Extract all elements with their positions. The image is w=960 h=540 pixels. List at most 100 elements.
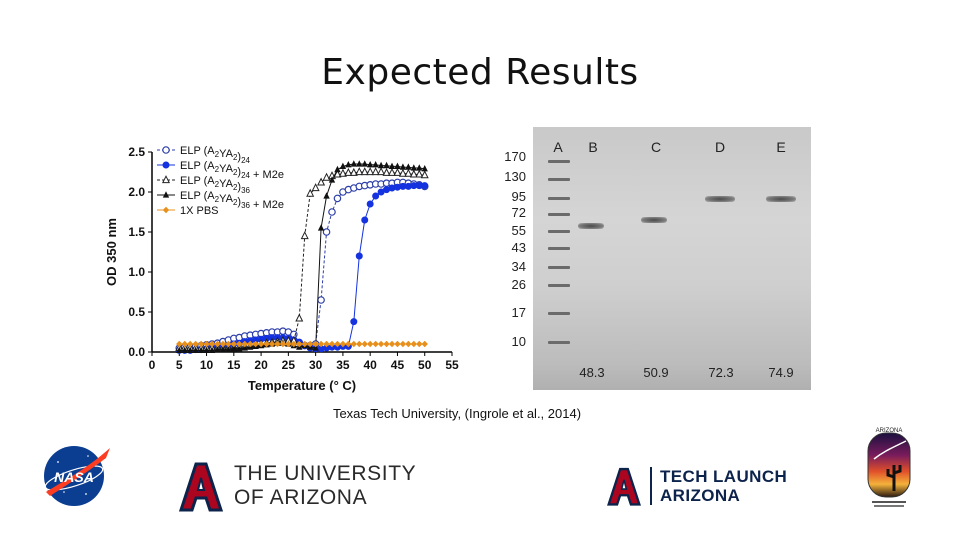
data-point-series-2 <box>333 169 342 178</box>
data-point-series-2 <box>398 168 407 177</box>
data-point-series-4 <box>176 340 183 348</box>
x-tick-label: 30 <box>309 358 323 372</box>
data-point-series-0 <box>328 208 336 216</box>
ua-wordmark: THE UNIVERSITY OF ARIZONA <box>234 462 416 510</box>
data-point-series-3 <box>328 176 336 183</box>
x-tick-label: 15 <box>227 358 241 372</box>
data-point-series-2 <box>295 313 304 322</box>
ua-line-2: OF ARIZONA <box>234 486 368 509</box>
data-point-series-3 <box>181 346 188 353</box>
ladder-band <box>548 247 570 250</box>
data-point-series-3 <box>410 164 418 171</box>
data-point-series-1 <box>421 182 429 190</box>
data-point-series-0 <box>317 296 325 304</box>
series-line-3 <box>179 163 425 351</box>
mw-label: 10 <box>511 334 526 349</box>
legend-label: ELP (A2YA2)36 + M2e <box>180 190 284 211</box>
data-point-series-3 <box>241 344 248 351</box>
data-point-series-4 <box>394 340 401 348</box>
x-tick-label: 35 <box>336 358 350 372</box>
data-point-series-3 <box>339 162 347 169</box>
data-point-series-4 <box>197 340 205 348</box>
data-point-series-3 <box>383 161 390 169</box>
data-point-series-4 <box>416 340 423 348</box>
sg-top-label: ARIZONA <box>876 428 903 434</box>
data-point-series-4 <box>285 340 292 348</box>
ladder-band <box>548 197 570 200</box>
ladder-band <box>548 178 570 181</box>
data-point-series-3 <box>394 162 401 169</box>
tm-value: 48.3 <box>579 365 605 380</box>
legend-label: ELP (A2YA2)24 + M2e <box>180 160 284 181</box>
data-point-series-3 <box>317 224 325 231</box>
data-point-series-4 <box>388 340 396 348</box>
data-point-series-4 <box>334 340 341 348</box>
legend-marker <box>161 175 171 184</box>
ladder-band <box>548 341 570 344</box>
data-point-series-3 <box>192 346 199 353</box>
x-tick-label: 20 <box>254 358 268 372</box>
data-point-series-4 <box>290 340 298 348</box>
data-point-series-3 <box>334 165 341 173</box>
data-point-series-3 <box>208 346 216 353</box>
data-point-series-1 <box>366 200 374 208</box>
data-point-series-4 <box>230 340 238 348</box>
data-point-series-3 <box>203 346 210 353</box>
data-point-series-2 <box>377 167 386 176</box>
data-point-series-4 <box>192 340 199 348</box>
ladder-band <box>548 230 570 233</box>
legend-label: ELP (A2YA2)36 <box>180 175 251 195</box>
block-a-icon <box>607 467 641 506</box>
data-point-series-2 <box>393 167 402 176</box>
x-tick-label: 40 <box>364 358 378 372</box>
mw-label: 95 <box>511 189 526 204</box>
data-point-series-2 <box>420 170 429 179</box>
x-tick-label: 25 <box>282 358 296 372</box>
data-point-series-2 <box>349 167 358 176</box>
space-grant-logo: ARIZONA <box>867 428 911 507</box>
data-point-series-4 <box>274 340 281 348</box>
data-point-series-4 <box>328 340 336 348</box>
data-point-series-4 <box>377 340 385 348</box>
data-point-series-3 <box>219 345 227 353</box>
data-point-series-4 <box>208 340 216 348</box>
data-point-series-4 <box>236 340 243 348</box>
sds-page-gel: 170 130 95 72 55 43 34 26 17 10 A B C D … <box>498 127 812 390</box>
data-point-series-3 <box>230 345 238 352</box>
protein-band-d <box>705 196 735 202</box>
protein-band-e <box>766 196 796 202</box>
data-point-series-3 <box>366 161 374 168</box>
y-tick-label: 1.0 <box>128 265 145 279</box>
ladder-band <box>548 266 570 269</box>
legend-marker <box>162 161 170 169</box>
data-point-series-2 <box>387 167 397 176</box>
data-point-series-4 <box>421 340 428 348</box>
lane-label-e: E <box>776 139 786 155</box>
data-point-series-3 <box>214 345 221 353</box>
protein-band-b <box>578 223 604 229</box>
data-point-series-3 <box>323 192 330 199</box>
x-tick-label: 45 <box>391 358 405 372</box>
data-point-series-2 <box>360 167 369 176</box>
data-point-series-2 <box>322 172 331 181</box>
data-point-series-4 <box>312 340 319 348</box>
data-point-series-2 <box>404 168 413 177</box>
series-line-2 <box>179 171 425 349</box>
data-point-series-2 <box>344 167 353 176</box>
data-point-series-3 <box>388 162 396 169</box>
data-point-series-4 <box>241 340 248 348</box>
protein-band-c <box>641 217 667 223</box>
mw-label: 34 <box>511 259 526 274</box>
tla-line-2: ARIZONA <box>660 486 741 505</box>
legend-label: ELP (A2YA2)24 <box>180 145 251 165</box>
data-point-series-2 <box>300 231 309 240</box>
legend-marker <box>162 191 170 198</box>
data-point-series-3 <box>186 346 194 353</box>
od-temperature-chart: 0 5 10 15 20 25 30 35 40 45 50 55 0.0 0.5 1.0 1.5 2.0 2.5… <box>104 145 459 393</box>
mw-label: 170 <box>504 149 526 164</box>
x-axis-label: Temperature (° C) <box>248 378 356 393</box>
nasa-logo: NASA <box>44 446 110 506</box>
tla-line-1: TECH LAUNCH <box>660 467 788 486</box>
legend-marker <box>162 206 170 214</box>
data-point-series-4 <box>296 340 303 348</box>
